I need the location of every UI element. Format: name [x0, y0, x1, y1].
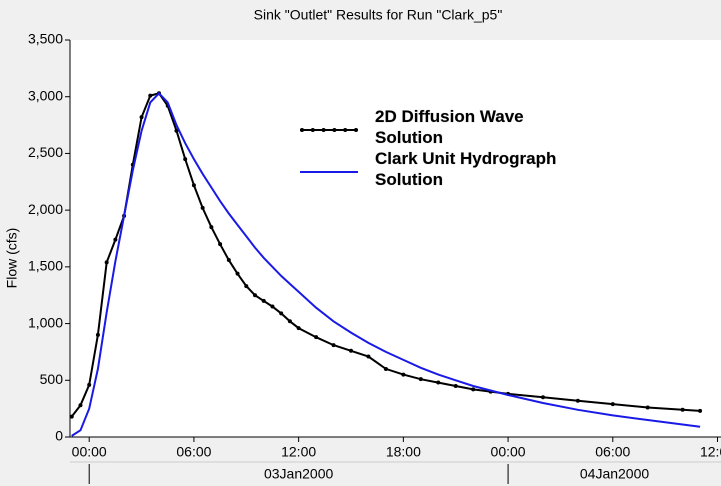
point — [191, 183, 196, 188]
series-line — [71, 91, 701, 437]
point — [540, 395, 545, 400]
legend-label: 2D Diffusion Wave Solution — [375, 107, 524, 147]
y-axis-label: Flow (cfs) — [4, 228, 20, 289]
point — [209, 225, 214, 230]
point — [226, 258, 231, 263]
legend-line: Solution — [375, 128, 443, 147]
y-tick-label: 1,000 — [28, 314, 63, 330]
point — [78, 403, 83, 408]
point — [270, 304, 275, 309]
point — [575, 398, 580, 403]
y-tick-label: 2,500 — [28, 144, 63, 160]
point — [296, 326, 301, 331]
x-tick-label: 00:00 — [72, 444, 107, 460]
legend-marker — [310, 128, 315, 132]
x-tick-label: 00:00 — [491, 444, 526, 460]
point — [366, 354, 371, 359]
point — [436, 380, 441, 385]
y-tick-label: 2,000 — [28, 201, 63, 217]
y-tick-label: 1,500 — [28, 258, 63, 274]
legend-marker — [321, 128, 326, 132]
point — [471, 387, 476, 392]
point — [104, 260, 109, 265]
point — [279, 311, 284, 316]
series-layer — [69, 91, 703, 437]
x-tick-label: 06:00 — [595, 444, 630, 460]
legend-marker — [332, 128, 337, 132]
y-tick-label: 0 — [55, 428, 63, 444]
point — [401, 372, 406, 377]
point — [348, 348, 353, 353]
point — [174, 128, 179, 133]
legend-marker — [343, 128, 348, 132]
chart-title: Sink "Outlet" Results for Run "Clark_p5" — [254, 7, 503, 23]
legend-label: Clark Unit Hydrograph Solution — [375, 149, 556, 189]
y-tick-label: 3,000 — [28, 87, 63, 103]
point — [331, 343, 336, 348]
x-tick-label: 06:00 — [176, 444, 211, 460]
point — [87, 382, 92, 387]
point — [287, 319, 292, 324]
point — [418, 377, 423, 382]
point — [610, 402, 615, 407]
y-tick-label: 500 — [40, 371, 64, 387]
point — [95, 332, 100, 337]
point — [69, 414, 74, 419]
point — [235, 271, 240, 276]
point — [218, 242, 223, 247]
point — [148, 93, 153, 98]
legend-marker — [300, 128, 304, 132]
plot-area — [70, 40, 721, 437]
point — [253, 293, 258, 298]
legend-line: 2D Diffusion Wave — [375, 107, 524, 126]
point — [261, 298, 266, 303]
point — [645, 405, 650, 410]
point — [139, 115, 144, 120]
point — [453, 383, 458, 388]
x-tick-label: 18:00 — [386, 444, 421, 460]
x-tick-label: 12:00 — [281, 444, 316, 460]
point — [314, 335, 319, 340]
point — [244, 284, 249, 289]
point — [183, 157, 188, 162]
point — [698, 408, 703, 413]
point — [113, 237, 118, 242]
point — [383, 366, 388, 371]
point — [680, 407, 685, 412]
legend-line: Solution — [375, 170, 443, 189]
date-label: 03Jan2000 — [264, 466, 334, 482]
legend-marker — [354, 128, 358, 132]
point — [200, 205, 205, 210]
y-tick-label: 3,500 — [28, 31, 63, 47]
legend-line: Clark Unit Hydrograph — [375, 149, 556, 168]
date-label: 04Jan2000 — [580, 466, 650, 482]
x-tick-label: 12:00 — [700, 444, 721, 460]
